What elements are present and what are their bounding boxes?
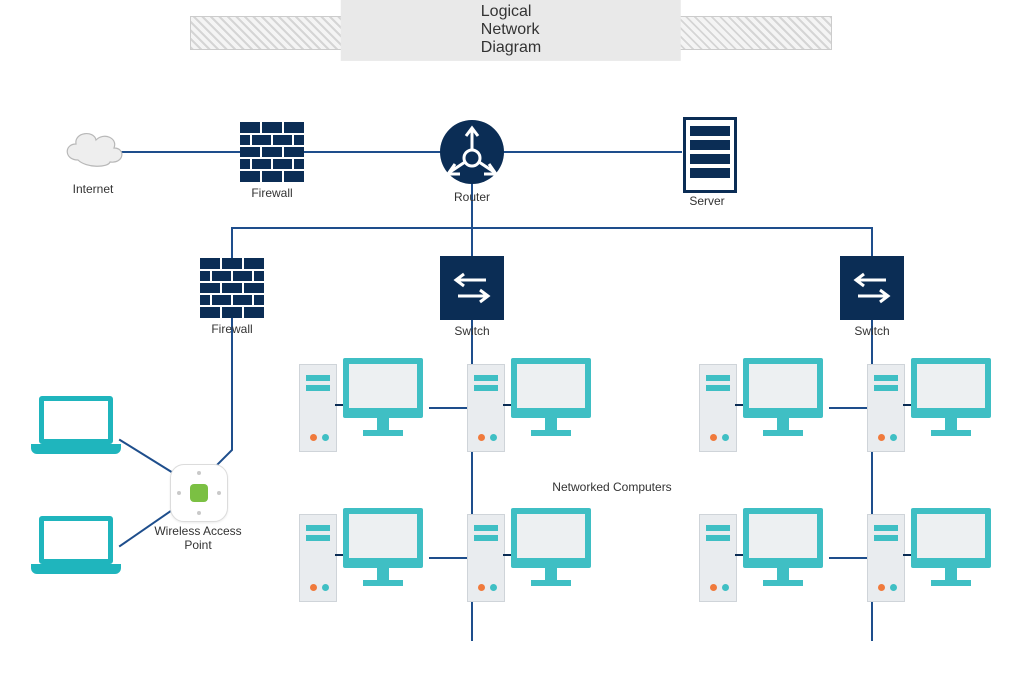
workstation-icon	[699, 508, 829, 608]
wireless-access-point-icon	[170, 464, 228, 522]
workstation-icon	[467, 358, 597, 458]
internet-label: Internet	[73, 182, 114, 196]
workstation-icon	[299, 508, 429, 608]
workstation-icon	[867, 358, 997, 458]
networked-computers-label: Networked Computers	[552, 480, 671, 494]
laptop-icon	[31, 516, 121, 588]
firewall1-label: Firewall	[251, 186, 292, 200]
internet-cloud-icon	[60, 126, 126, 177]
laptop-icon	[31, 396, 121, 468]
workstation-icon	[299, 358, 429, 458]
server-icon	[683, 117, 737, 193]
router-label: Router	[454, 190, 490, 204]
firewall-icon	[240, 122, 304, 182]
firewall2-label: Firewall	[211, 322, 252, 336]
switch1-label: Switch	[454, 324, 489, 338]
switch-icon	[440, 256, 504, 320]
workstation-icon	[699, 358, 829, 458]
workstation-icon	[867, 508, 997, 608]
firewall-icon	[200, 258, 264, 318]
switch-icon	[840, 256, 904, 320]
workstation-icon	[467, 508, 597, 608]
switch2-label: Switch	[854, 324, 889, 338]
wap-label: Wireless Access Point	[154, 524, 241, 552]
server-label: Server	[689, 194, 724, 208]
router-icon	[438, 118, 506, 191]
